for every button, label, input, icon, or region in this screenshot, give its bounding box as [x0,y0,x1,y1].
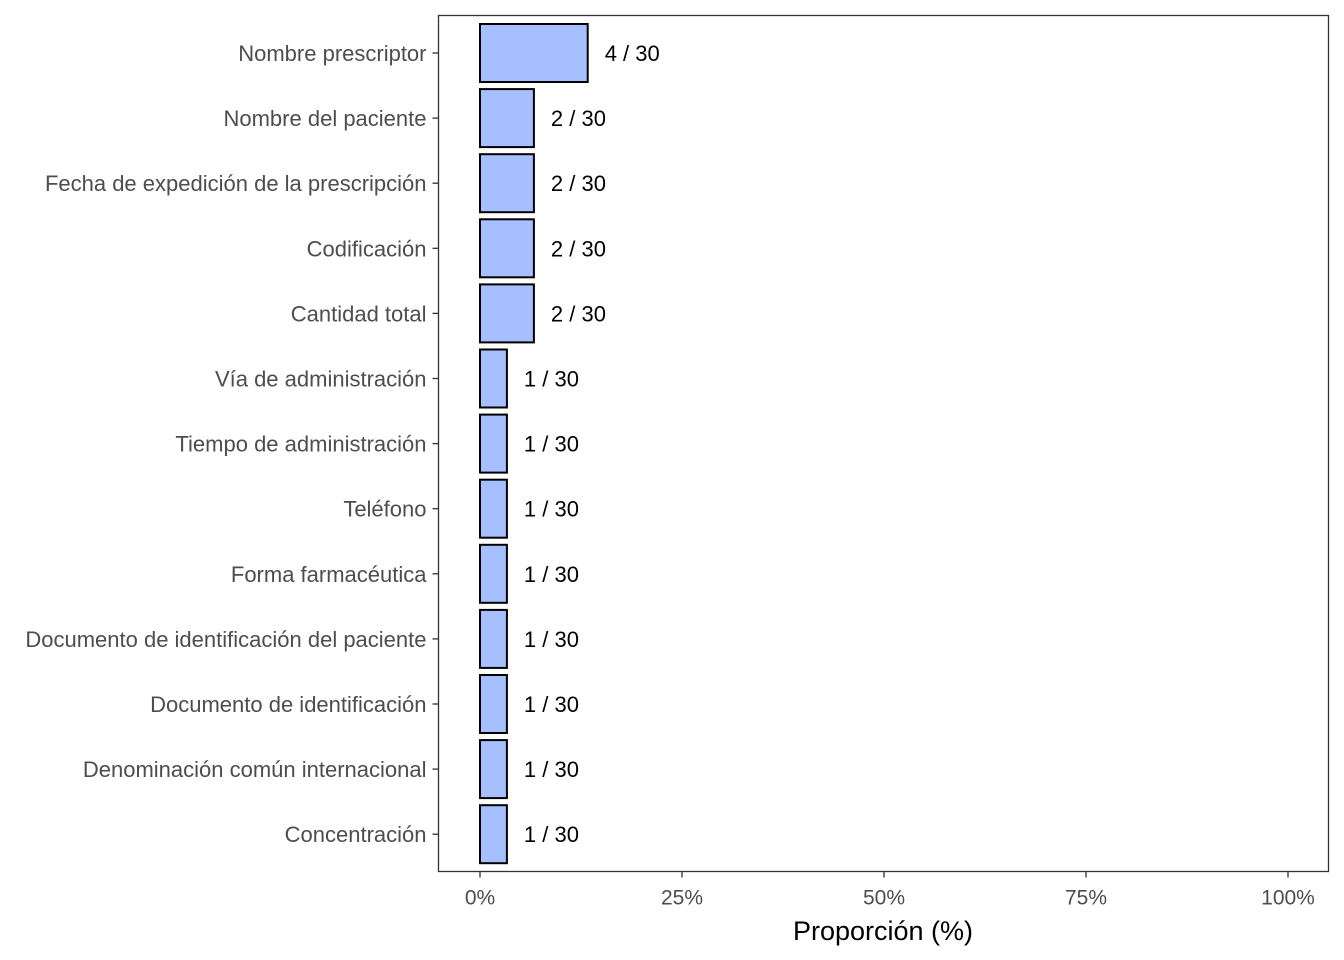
bar [479,283,535,344]
bar [479,413,508,474]
x-tick-label: 0% [465,887,495,910]
data-label: 1 / 30 [524,432,579,457]
y-tick-label: Teléfono [343,497,426,522]
data-label: 1 / 30 [524,367,579,392]
y-tick-label: Nombre del paciente [223,106,426,131]
data-label: 1 / 30 [524,692,579,717]
x-tick-label: 100% [1261,887,1315,910]
y-tick-label: Cantidad total [291,301,427,326]
bar [479,804,508,865]
x-tick-label: 25% [661,887,703,910]
plot-panel [437,14,1330,873]
bars-group [479,23,589,865]
y-axis: Nombre prescriptor Nombre del paciente Fec… [25,41,439,847]
bar [479,153,535,214]
data-label: 2 / 30 [551,236,606,261]
x-tick-label: 75% [1065,887,1107,910]
data-label: 2 / 30 [551,106,606,131]
bar [479,23,589,83]
data-label: 1 / 30 [524,562,579,587]
y-tick-label: Documento de identificación del paciente [25,627,426,652]
data-labels-group: 4 / 30 2 / 30 2 / 30 2 / 30 2 / 30 1 / 30 1 / … [524,41,660,847]
bar [479,543,508,604]
y-tick-label: Denominación común internacional [83,757,427,782]
bar [479,608,508,669]
data-label: 1 / 30 [524,627,579,652]
y-tick-label: Concentración [285,822,427,847]
y-tick-label: Vía de administración [215,367,427,392]
bar [479,674,508,734]
bar [479,739,508,800]
data-label: 1 / 30 [524,497,579,522]
y-tick-label: Fecha de expedición de la prescripción [45,171,427,196]
bar [479,88,535,149]
y-tick-label: Forma farmacéutica [231,562,427,587]
y-tick-label: Codificación [307,236,427,261]
data-label: 1 / 30 [524,822,579,847]
bar [479,478,508,539]
bar [479,348,508,409]
x-axis: 0% 25% 50% 75% 100% [465,871,1315,910]
data-label: 1 / 30 [524,757,579,782]
data-label: 2 / 30 [551,301,606,326]
x-tick-label: 50% [863,887,905,910]
data-label: 2 / 30 [551,171,606,196]
x-axis-title: Proporción (%) [793,916,973,946]
bar [479,218,535,279]
y-tick-label: Nombre prescriptor [238,41,426,66]
y-tick-label: Documento de identificación [150,692,426,717]
data-label: 4 / 30 [605,41,660,66]
y-tick-label: Tiempo de administración [175,432,426,457]
